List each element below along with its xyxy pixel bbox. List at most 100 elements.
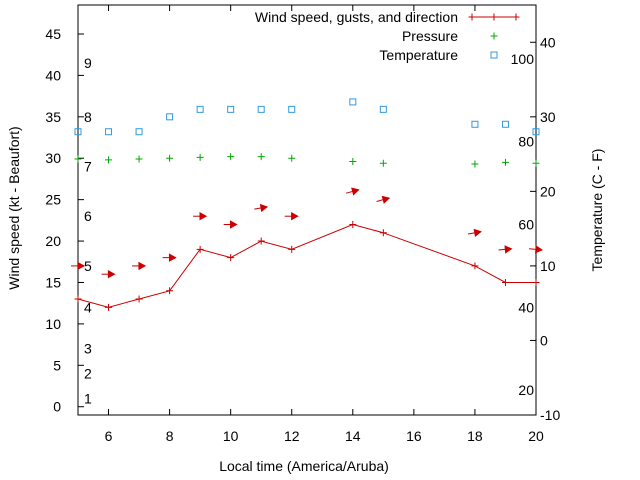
y2-tick-label: 30 — [540, 109, 556, 125]
wind-speed-point — [349, 220, 357, 228]
legend-label: Pressure — [402, 28, 458, 44]
wind-speed-point — [501, 278, 509, 286]
gust-arrow — [223, 220, 238, 229]
gust-arrow — [193, 212, 208, 221]
temperature-point — [349, 98, 357, 106]
y2-tick-label: 10 — [540, 258, 556, 274]
y-tick-label: 30 — [45, 150, 61, 166]
gust-arrow-head — [473, 228, 482, 238]
legend-label: Wind speed, gusts, and direction — [255, 9, 458, 25]
legend-swatch-marker — [490, 51, 498, 59]
wind-speed-point — [257, 237, 265, 245]
wind-speed-point — [288, 245, 296, 253]
gust-arrow-head — [199, 212, 208, 221]
gust-arrow-head — [259, 203, 269, 213]
y2-tick-label: 20 — [540, 183, 556, 199]
gust-arrow — [162, 253, 177, 262]
y-tick-label: 25 — [45, 192, 61, 208]
gust-arrow — [467, 228, 482, 238]
pressure-point — [196, 153, 204, 161]
pressure-point — [227, 153, 235, 161]
y-tick-label: 40 — [45, 67, 61, 83]
fahrenheit-label: 80 — [518, 134, 534, 150]
beaufort-label: 1 — [84, 390, 92, 406]
gust-arrow-head — [381, 195, 391, 204]
y-tick-label: 0 — [53, 399, 61, 415]
x-tick-label: 8 — [166, 428, 174, 444]
wind-speed-point — [227, 254, 235, 262]
chart-frame-layer — [77, 4, 537, 416]
pressure-point — [288, 154, 296, 162]
y-tick-label: 45 — [45, 26, 61, 42]
x-tick-label: 6 — [105, 428, 113, 444]
gust-arrow — [284, 212, 299, 221]
gust-arrow-head — [504, 245, 513, 254]
gust-arrow — [528, 245, 544, 254]
pressure-point — [349, 158, 357, 166]
x-tick-label: 18 — [467, 428, 483, 444]
legend-label: Temperature — [379, 47, 458, 63]
wind-speed-point — [135, 295, 143, 303]
wind-speed-point — [532, 278, 540, 286]
beaufort-label: 9 — [84, 55, 92, 71]
plot-frame — [77, 4, 537, 416]
gust-arrow — [345, 187, 360, 196]
wind-speed-point — [74, 295, 82, 303]
gust-arrow-head — [230, 220, 238, 229]
y-tick-label: 10 — [45, 316, 61, 332]
wind-speed-point — [196, 245, 204, 253]
pressure-point — [471, 160, 479, 168]
temperature-point — [135, 128, 143, 136]
gust-arrow-head — [291, 212, 299, 221]
temperature-point — [74, 128, 82, 136]
y2-tick-label: 0 — [540, 332, 548, 348]
gust-arrow-head — [138, 261, 147, 271]
wind-speed-point — [471, 262, 479, 270]
y2-tick-label: 40 — [540, 34, 556, 50]
temperature-point — [501, 120, 509, 128]
temperature-point — [257, 105, 265, 113]
beaufort-label: 4 — [84, 299, 92, 315]
temperature-point — [379, 105, 387, 113]
x-axis-label: Local time (America/Aruba) — [219, 458, 389, 474]
beaufort-label: 5 — [84, 258, 92, 274]
pressure-point — [105, 156, 113, 164]
pressure-point — [532, 159, 540, 167]
gust-arrow-head — [534, 245, 544, 254]
beaufort-label: 2 — [84, 366, 92, 382]
temperature-point — [166, 113, 174, 121]
gust-arrow-head — [351, 187, 360, 196]
gust-arrow — [101, 269, 116, 279]
fahrenheit-label: 40 — [518, 299, 534, 315]
wind-speed-point — [379, 229, 387, 237]
temperature-point — [288, 105, 296, 113]
gust-arrow — [376, 195, 391, 204]
x-tick-label: 10 — [223, 428, 239, 444]
beaufort-label: 7 — [84, 159, 92, 175]
x-tick-label: 14 — [345, 428, 361, 444]
pressure-point — [135, 155, 143, 163]
pressure-point — [501, 158, 509, 166]
x-tick-label: 20 — [528, 428, 544, 444]
pressure-point — [379, 159, 387, 167]
fahrenheit-label: 60 — [518, 216, 534, 232]
gust-arrow-head — [107, 269, 116, 279]
fahrenheit-label: 100 — [511, 51, 535, 67]
x-tick-label: 16 — [406, 428, 422, 444]
beaufort-label: 6 — [84, 208, 92, 224]
y-axis-label: Wind speed (kt - Beaufort) — [6, 126, 22, 289]
pressure-point — [257, 153, 265, 161]
temperature-point — [471, 120, 479, 128]
gust-arrow — [254, 203, 269, 213]
wind-speed-line — [77, 223, 536, 308]
pressure-point — [166, 154, 174, 162]
gust-arrow — [498, 245, 513, 254]
gust-arrow-head — [168, 253, 177, 262]
wind-speed-point — [105, 303, 113, 311]
gust-arrow — [132, 261, 147, 271]
y2-tick-label: -10 — [540, 407, 560, 423]
y2-axis-label: Temperature (C - F) — [589, 149, 605, 272]
chart-data-layer — [71, 13, 544, 311]
beaufort-label: 3 — [84, 341, 92, 357]
